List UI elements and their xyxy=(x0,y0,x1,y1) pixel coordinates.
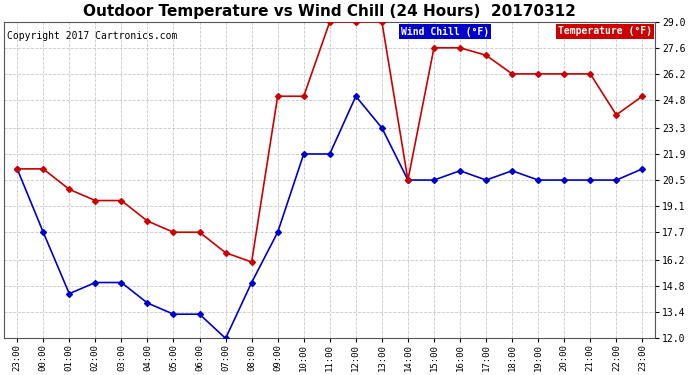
Text: Wind Chill (°F): Wind Chill (°F) xyxy=(401,27,489,36)
Text: Copyright 2017 Cartronics.com: Copyright 2017 Cartronics.com xyxy=(8,31,178,41)
Text: Temperature (°F): Temperature (°F) xyxy=(558,27,652,36)
Title: Outdoor Temperature vs Wind Chill (24 Hours)  20170312: Outdoor Temperature vs Wind Chill (24 Ho… xyxy=(83,4,576,19)
